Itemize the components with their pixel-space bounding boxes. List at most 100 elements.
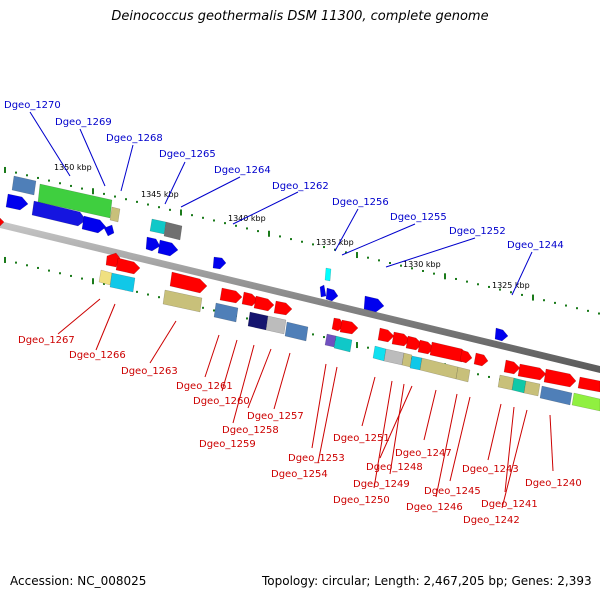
scale-label: 1345 kbp [141,190,179,199]
tick-mark [290,238,292,241]
scale-label: 1335 kbp [316,238,354,247]
leader-line [379,385,413,459]
leader-line [341,223,416,256]
gene-feature [539,385,573,406]
tick-mark [532,294,534,301]
gene-feature [571,392,600,412]
gene-label: Dgeo_1264 [214,165,271,176]
tick-mark [224,222,226,225]
leader-line [247,348,272,409]
gene-feature [517,363,547,381]
tick-mark [323,246,325,249]
leader-line [79,128,106,187]
gene-feature [383,348,405,366]
tick-mark [598,312,600,315]
tick-mark [389,262,391,265]
tick-mark [92,278,94,285]
tick-mark [136,200,138,203]
gene-feature [497,374,515,391]
gene-feature [473,352,489,367]
tick-mark [565,304,567,307]
gene-feature [494,327,509,342]
tick-mark [323,336,325,339]
leader-line [504,406,515,493]
tick-mark [103,192,105,195]
gene-feature [265,315,287,335]
tick-mark [92,188,94,195]
leader-line [385,237,476,268]
tick-mark [521,293,523,296]
tick-mark [59,182,61,185]
gene-label: Dgeo_1269 [55,117,112,128]
scale-labels: 1350 kbp 1345 kbp 1340 kbp 1335 kbp 1330… [54,163,530,290]
gene-feature [162,289,203,313]
gene-feature [149,218,167,235]
gene-feature [37,183,113,219]
leader-line [389,383,405,475]
gene-label: Dgeo_1253 [288,453,345,464]
tick-mark [301,240,303,243]
tick-mark [488,375,490,378]
gene-label: Dgeo_1247 [395,448,452,459]
leader-line [95,303,116,351]
tick-mark [312,243,314,246]
tick-mark [400,264,402,267]
leader-line [549,414,554,472]
tick-mark [356,342,358,349]
leader-lines-bottom [57,298,554,509]
gene-label: Dgeo_1252 [449,226,506,237]
gene-feature [419,357,459,380]
gene-label: Dgeo_1249 [353,479,410,490]
tick-mark [488,285,490,288]
tick-mark [15,171,17,174]
gene-feature [459,349,473,364]
leader-line [435,393,458,498]
tick-mark [191,214,193,217]
tick-mark [466,280,468,283]
gene-feature [98,269,113,286]
tick-mark [4,256,6,263]
leader-line [449,396,471,482]
gene-label: Dgeo_1240 [525,478,582,489]
gene-feature [11,175,37,196]
leader-line [29,111,71,177]
gene-feature [0,217,5,227]
gene-feature [324,267,332,282]
tick-mark [48,179,50,182]
gene-feature [577,376,600,393]
tick-mark [147,203,149,206]
leader-line [311,363,327,449]
leader-line [361,376,376,427]
tick-mark [37,176,39,179]
tick-mark [499,288,501,291]
tick-mark [554,301,556,304]
tick-mark [367,346,369,349]
genome-backbone [0,221,600,373]
tick-mark [587,309,589,312]
leader-line [373,380,393,489]
gene-label: Dgeo_1245 [424,486,481,497]
map-title: Deinococcus geothermalis DSM 11300, comp… [111,9,489,24]
tick-mark [235,224,237,227]
tick-mark [345,251,347,254]
tick-mark [334,248,336,251]
gene-feature [169,271,208,294]
gene-label: Dgeo_1259 [199,439,256,450]
scale-label: 1350 kbp [54,163,92,172]
tick-mark [81,277,83,280]
gene-feature [273,300,293,316]
tick-mark [37,266,39,269]
gene-label: Dgeo_1267 [18,335,75,346]
leader-line [149,320,177,364]
tick-mark [26,174,28,177]
accession-label: Accession: NC_008025 [10,574,147,588]
gene-feature [157,239,179,257]
gene-feature [333,335,353,353]
gene-feature [103,224,115,237]
gene-label: Dgeo_1241 [481,499,538,510]
gene-feature [363,295,385,313]
tick-mark [125,198,127,201]
tick-mark [477,373,479,376]
gene-label: Dgeo_1248 [366,462,423,473]
